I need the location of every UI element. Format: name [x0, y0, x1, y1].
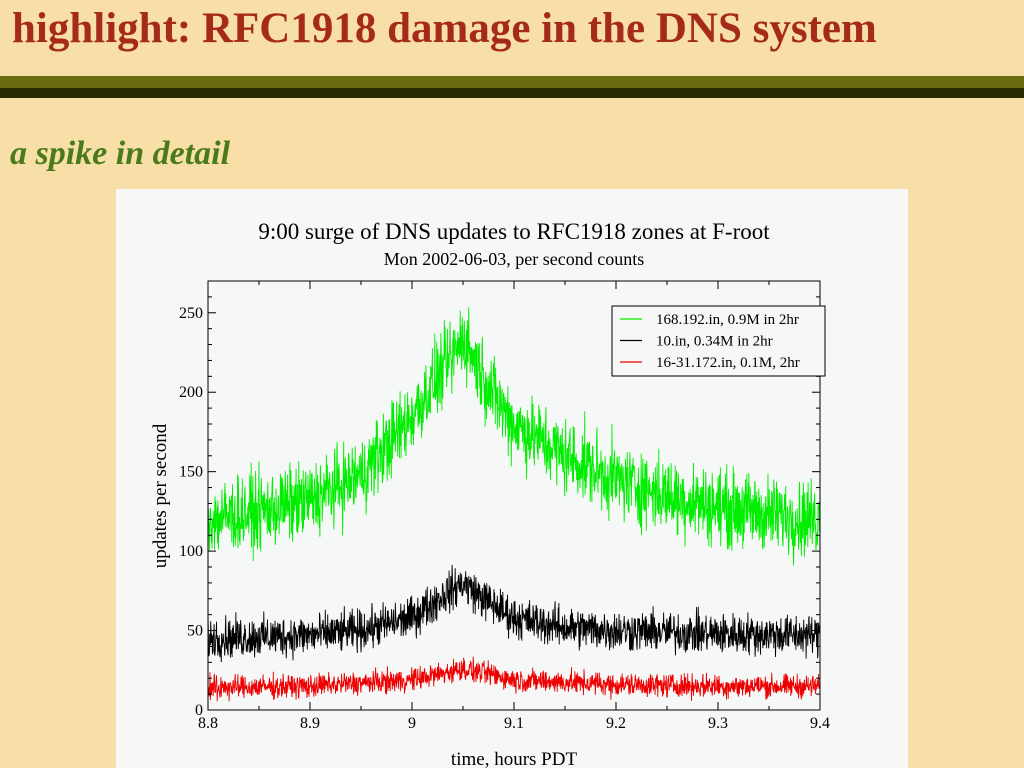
header-rule-dark	[0, 88, 1024, 98]
legend-box	[611, 305, 826, 377]
series-line-0	[207, 307, 821, 566]
y-tick-label: 200	[179, 384, 203, 401]
x-tick-label: 8.9	[300, 715, 320, 732]
slide-subtitle: a spike in detail	[10, 135, 231, 172]
line-chart: 9:00 surge of DNS updates to RFC1918 zon…	[150, 219, 830, 768]
slide-title: highlight: RFC1918 damage in the DNS sys…	[12, 5, 877, 52]
chart-panel: 9:00 surge of DNS updates to RFC1918 zon…	[116, 189, 908, 768]
chart-title: 9:00 surge of DNS updates to RFC1918 zon…	[258, 219, 770, 244]
legend-label: 168.192.in, 0.9M in 2hr	[656, 312, 799, 328]
header-rule	[0, 76, 1024, 88]
y-tick-label: 50	[187, 623, 203, 640]
y-axis-label: updates per second	[150, 423, 171, 568]
x-tick-label: 8.8	[198, 715, 218, 732]
x-tick-label: 9.3	[708, 715, 728, 732]
series-line-2	[207, 656, 821, 702]
x-axis-label: time, hours PDT	[451, 749, 578, 768]
y-tick-label: 250	[179, 305, 203, 322]
y-tick-label: 150	[179, 464, 203, 481]
legend-label: 10.in, 0.34M in 2hr	[656, 334, 773, 350]
x-tick-label: 9.1	[504, 715, 524, 732]
legend-label: 16-31.172.in, 0.1M, 2hr	[656, 355, 800, 371]
x-tick-label: 9.2	[606, 715, 626, 732]
y-tick-label: 100	[179, 543, 203, 560]
chart-subtitle: Mon 2002-06-03, per second counts	[384, 249, 644, 269]
x-tick-label: 9	[408, 715, 416, 732]
x-tick-label: 9.4	[810, 715, 830, 732]
y-tick-label: 0	[195, 702, 203, 719]
series-line-1	[207, 564, 821, 663]
slide-header: highlight: RFC1918 damage in the DNS sys…	[0, 0, 1024, 76]
